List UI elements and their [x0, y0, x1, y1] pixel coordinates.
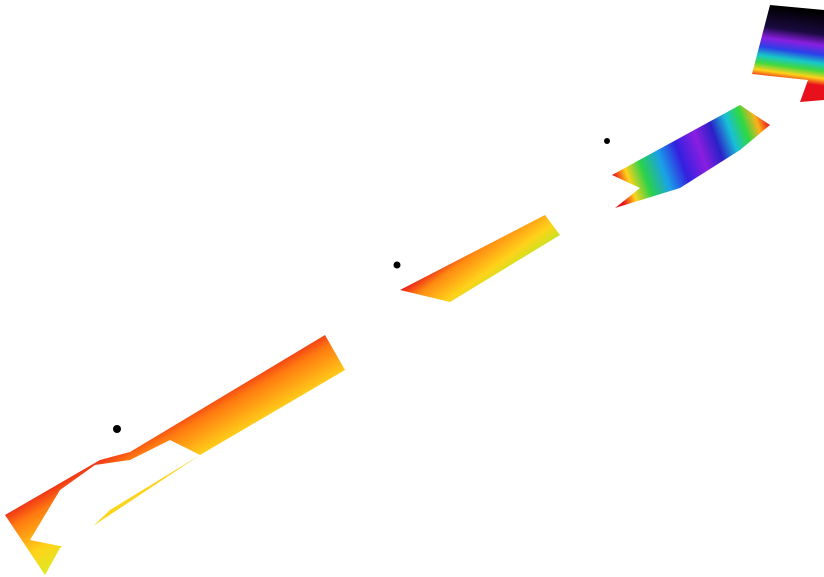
strip-b	[400, 215, 560, 302]
marker	[604, 138, 610, 144]
marker	[393, 261, 401, 269]
strip-a-gap	[30, 440, 200, 548]
strip-c	[612, 105, 770, 208]
marker	[113, 425, 121, 433]
strip-d	[752, 5, 824, 102]
